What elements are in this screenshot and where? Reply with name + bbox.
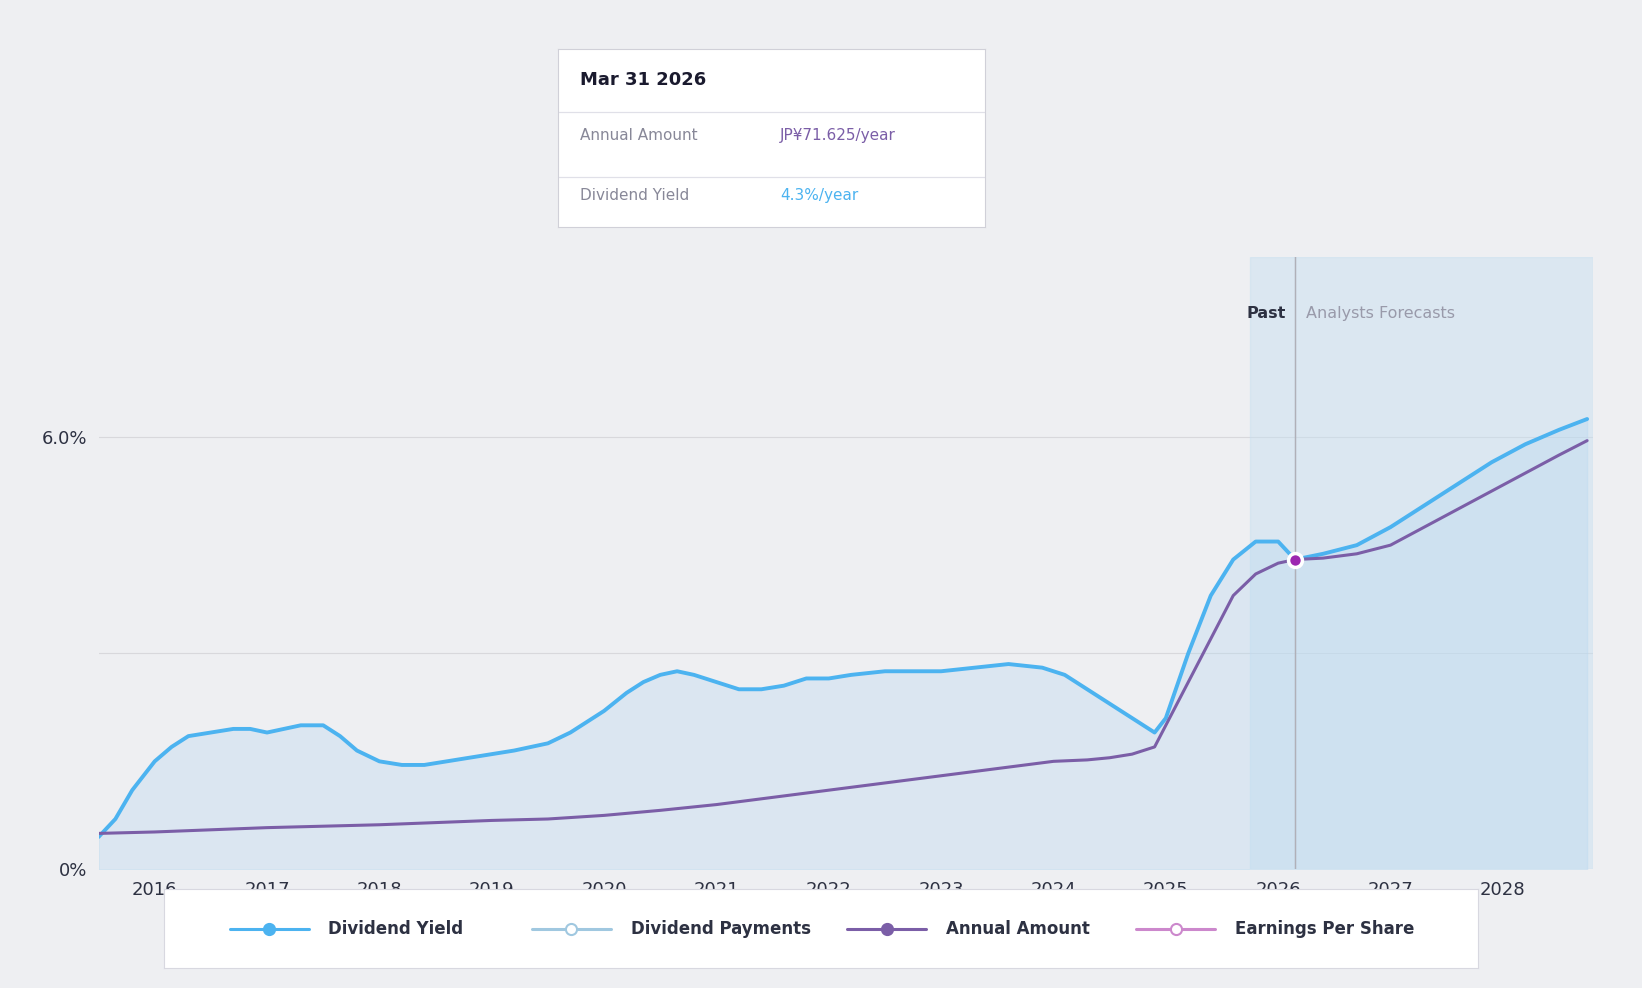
Text: JP¥71.625/year: JP¥71.625/year xyxy=(780,127,897,142)
Text: Annual Amount: Annual Amount xyxy=(580,127,698,142)
Text: Earnings Per Share: Earnings Per Share xyxy=(1235,920,1414,938)
Text: Dividend Yield: Dividend Yield xyxy=(580,188,690,204)
Text: Analysts Forecasts: Analysts Forecasts xyxy=(1307,306,1455,321)
Text: 4.3%/year: 4.3%/year xyxy=(780,188,859,204)
Text: Mar 31 2026: Mar 31 2026 xyxy=(580,71,706,89)
Text: Dividend Payments: Dividend Payments xyxy=(631,920,811,938)
Text: Past: Past xyxy=(1246,306,1286,321)
Bar xyxy=(1250,257,1593,869)
Text: Annual Amount: Annual Amount xyxy=(946,920,1090,938)
Text: Dividend Yield: Dividend Yield xyxy=(328,920,463,938)
